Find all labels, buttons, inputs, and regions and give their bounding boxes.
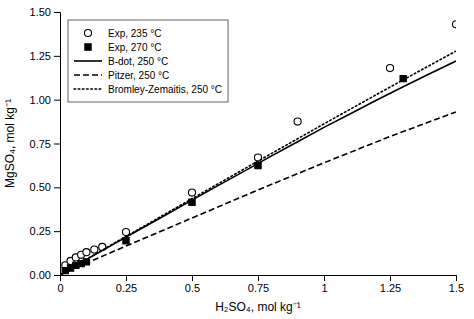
- legend-swatch: [85, 44, 91, 50]
- data-point: [91, 246, 98, 253]
- x-tick-mark: [456, 275, 457, 281]
- y-axis-line: [54, 13, 61, 276]
- x-tick: 1: [321, 275, 327, 294]
- plot: 0 0.25 0.5 0.75 1 1.25 1.5 0.00 0.25 0.50 0.75 1.00…: [3, 6, 464, 314]
- data-point: [188, 189, 195, 196]
- y-tick: 0.00: [30, 269, 60, 281]
- legend-item: Pitzer, 250 °C: [74, 70, 169, 81]
- data-point: [83, 249, 90, 256]
- x-tick-label: 1: [321, 282, 327, 294]
- legend-item: B-dot, 250 °C: [74, 56, 168, 67]
- y-tick-mark: [54, 187, 60, 188]
- data-point: [452, 21, 456, 28]
- y-tick-label: 1.50: [30, 6, 51, 18]
- y-tick-label: 0.50: [30, 181, 51, 193]
- y-tick-mark: [54, 275, 60, 276]
- x-axis-title: H₂SO₄, mol kg⁻¹: [215, 300, 301, 314]
- y-tick: 0.50: [30, 181, 60, 193]
- x-tick-label: 1.5: [449, 282, 464, 294]
- y-tick-label: 0.25: [30, 225, 51, 237]
- x-tick: 1.5: [449, 275, 464, 294]
- y-tick: 1.00: [30, 94, 60, 106]
- x-tick-label: 0: [57, 282, 63, 294]
- y-tick-label: 0.00: [30, 269, 51, 281]
- y-tick: 0.25: [30, 225, 60, 237]
- chart: 0 0.25 0.5 0.75 1 1.25 1.5 0.00 0.25 0.50 0.75 1.00…: [0, 0, 474, 319]
- legend-frame: [68, 20, 228, 102]
- legend-item: Exp, 235 °C: [84, 28, 161, 39]
- x-axis-line: [61, 276, 457, 282]
- legend-swatch: [74, 88, 102, 90]
- x-tick-mark: [126, 275, 127, 281]
- y-tick-label: 1.25: [30, 50, 51, 62]
- y-tick: 0.75: [30, 138, 60, 150]
- x-tick: 0.25: [116, 275, 137, 294]
- data-point: [294, 118, 301, 125]
- y-tick-mark: [54, 56, 60, 57]
- series-line: [60, 61, 456, 275]
- legend-swatch: [74, 74, 102, 76]
- data-point: [386, 65, 393, 72]
- legend-swatch: [74, 60, 102, 62]
- x-tick: 1.25: [380, 275, 401, 294]
- y-tick: 1.25: [30, 50, 60, 62]
- x-tick: 0.5: [185, 275, 200, 294]
- x-tick-label: 0.5: [185, 282, 200, 294]
- x-tick: 0: [57, 275, 63, 294]
- legend-item: Bromley-Zemaitis, 250 °C: [74, 84, 222, 95]
- y-tick-label: 0.75: [30, 138, 51, 150]
- legend-label: Bromley-Zemaitis, 250 °C: [108, 84, 222, 95]
- x-tick-mark: [258, 275, 259, 281]
- legend: Exp, 235 °C Exp, 270 °C B-dot, 250 °C Pitze…: [68, 20, 228, 102]
- y-tick-mark: [54, 231, 60, 232]
- x-tick-label: 0.75: [248, 282, 269, 294]
- y-tick-label: 1.00: [30, 94, 51, 106]
- legend-label: Pitzer, 250 °C: [108, 70, 169, 81]
- y-axis: 0.00 0.25 0.50 0.75 1.00 1.25 1.50: [30, 6, 61, 281]
- series-line: [60, 51, 456, 275]
- x-tick-mark: [192, 275, 193, 281]
- y-tick-mark: [54, 12, 60, 13]
- marks: [60, 21, 456, 275]
- legend-item: Exp, 270 °C: [85, 42, 162, 53]
- series-line: [60, 112, 456, 275]
- y-tick: 1.50: [30, 6, 60, 18]
- x-tick: 0.75: [248, 275, 269, 294]
- legend-label: Exp, 235 °C: [108, 28, 161, 39]
- legend-label: B-dot, 250 °C: [108, 56, 168, 67]
- legend-swatch: [84, 29, 91, 36]
- y-tick-mark: [54, 100, 60, 101]
- x-axis: 0 0.25 0.5 0.75 1 1.25 1.5: [57, 275, 464, 294]
- x-tick-label: 1.25: [380, 282, 401, 294]
- y-axis-title: MgSO₄, mol kg⁻¹: [3, 99, 17, 188]
- y-tick-mark: [54, 144, 60, 145]
- x-tick-mark: [390, 275, 391, 281]
- legend-label: Exp, 270 °C: [108, 42, 161, 53]
- x-tick-label: 0.25: [116, 282, 137, 294]
- x-tick-mark: [324, 275, 325, 281]
